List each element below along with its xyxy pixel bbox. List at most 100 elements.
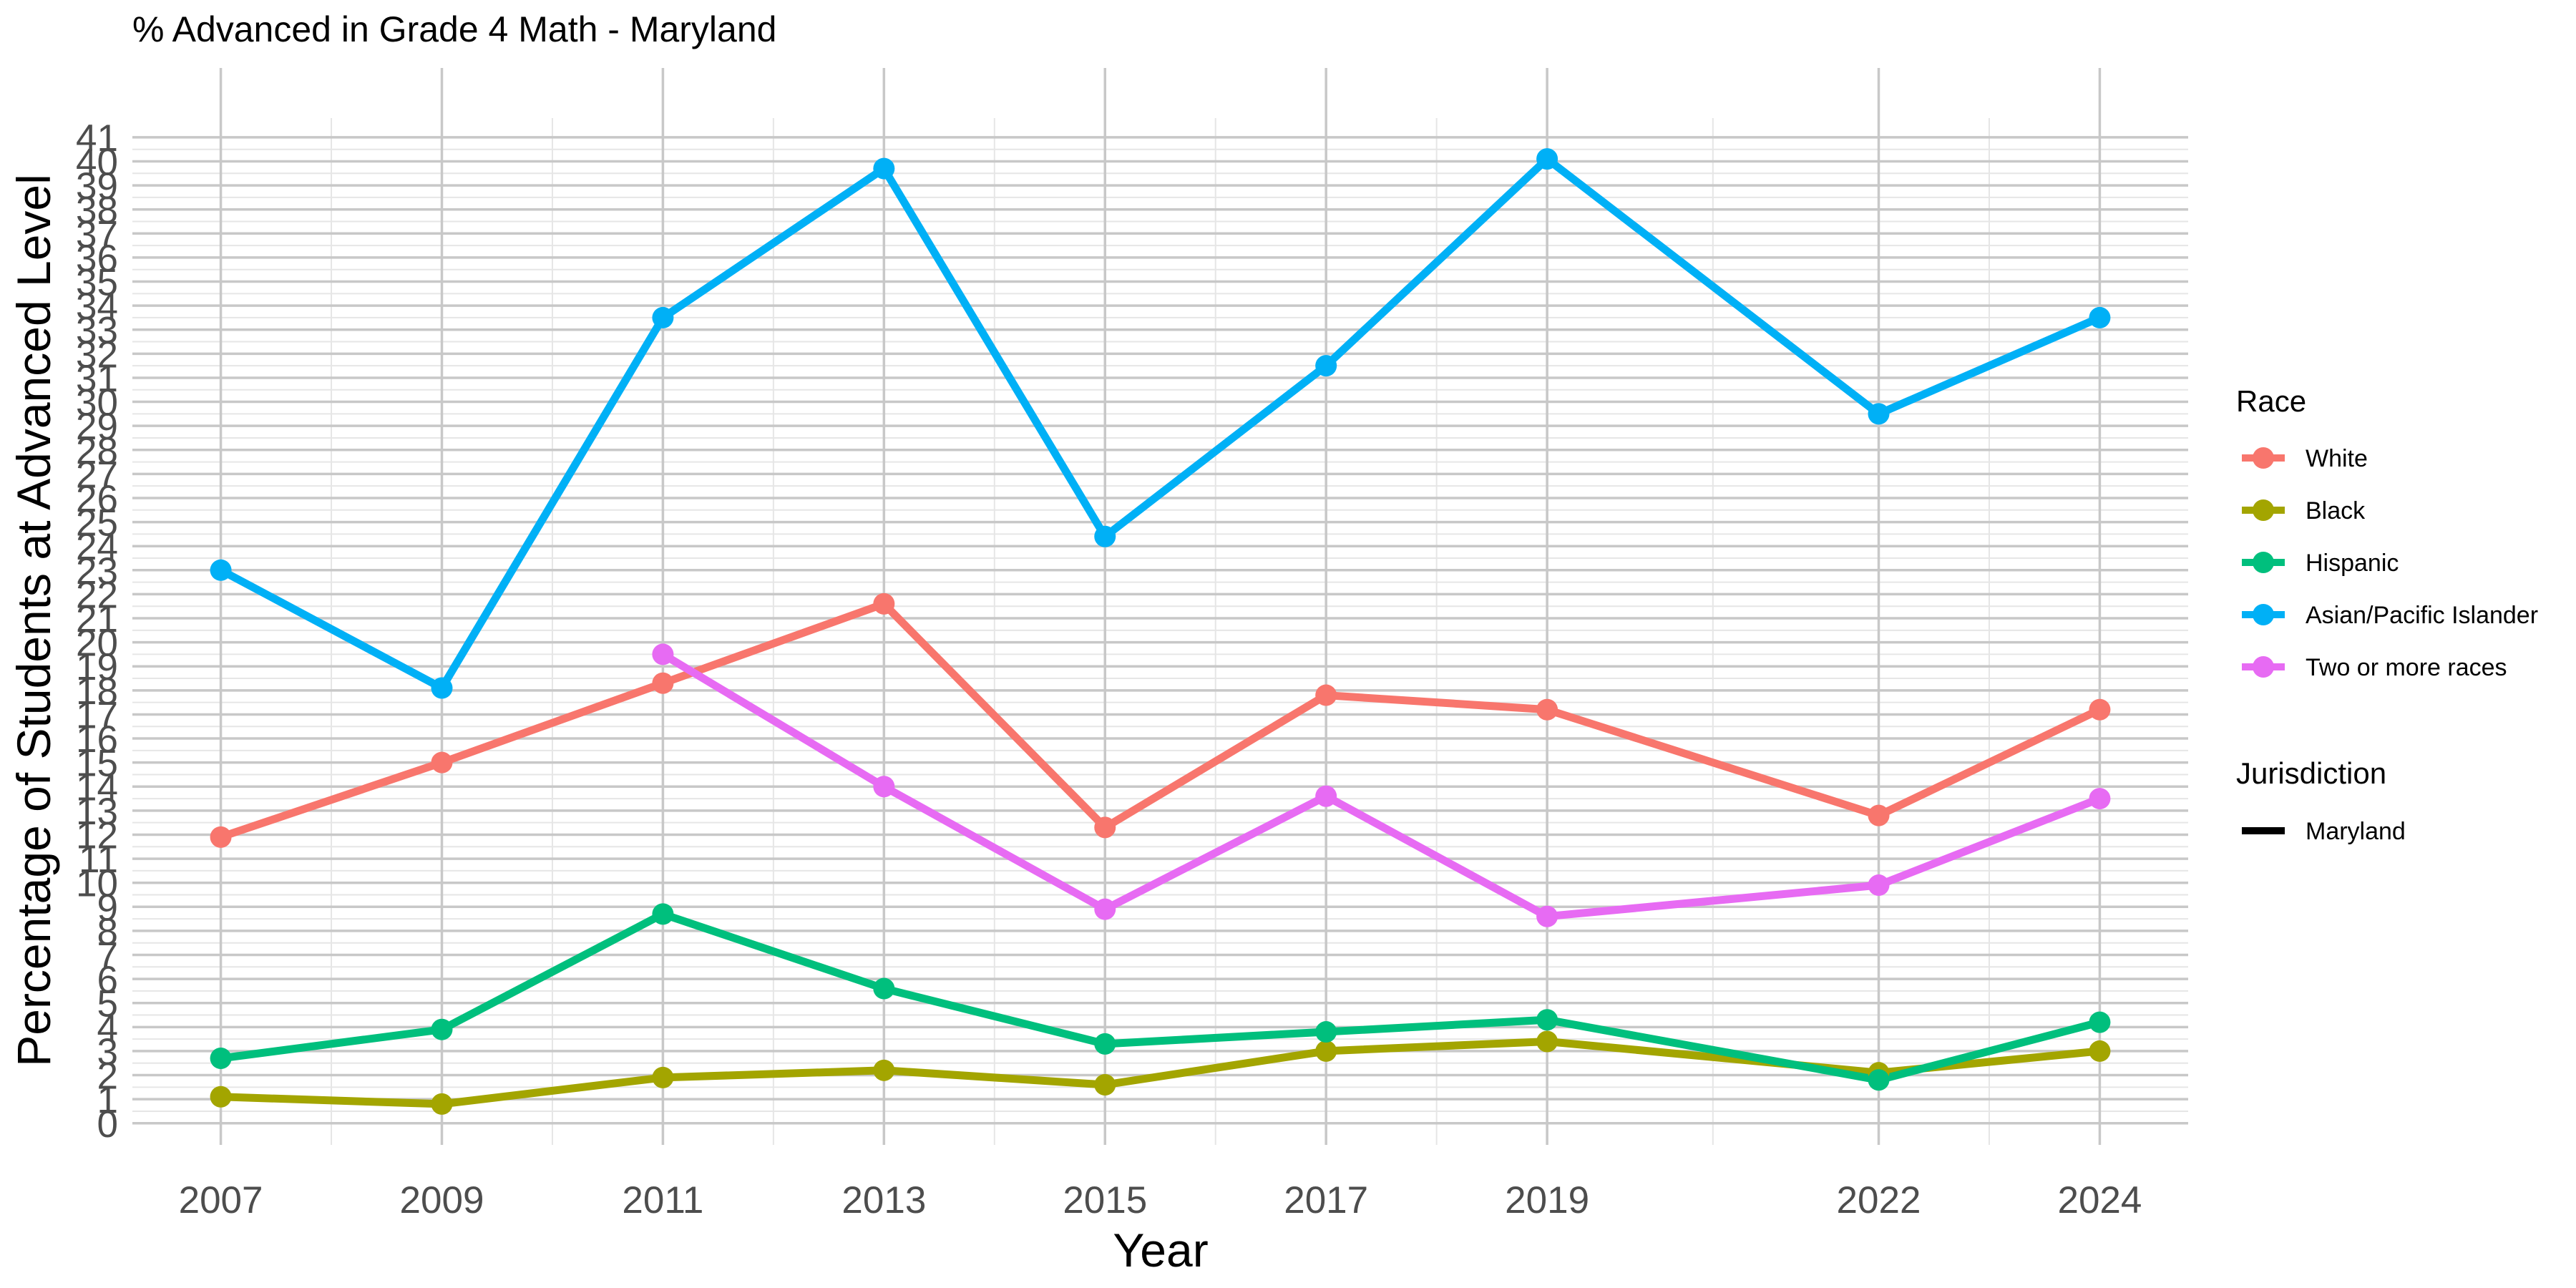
legend-jurisdiction-title: Jurisdiction <box>2236 756 2386 790</box>
data-point-white <box>1094 816 1116 839</box>
data-point-white <box>1536 698 1558 721</box>
x-tick-label: 2007 <box>179 1179 263 1221</box>
x-tick-label: 2022 <box>1837 1179 1921 1221</box>
data-point-black <box>873 1059 895 1081</box>
data-point-white <box>2089 698 2111 721</box>
data-point-white <box>1315 684 1337 706</box>
y-tick-label: 5 <box>97 983 118 1025</box>
data-point-hispanic <box>1868 1069 1890 1091</box>
x-tick-label: 2015 <box>1063 1179 1147 1221</box>
y-tick-label: 36 <box>76 238 118 280</box>
legend-title: Race <box>2236 384 2306 418</box>
series-points <box>210 148 2111 1115</box>
y-tick-label: 7 <box>97 935 118 977</box>
data-point-two-or-more-races <box>1094 898 1116 920</box>
y-tick-label: 34 <box>76 286 118 328</box>
y-tick-label: 31 <box>76 358 118 400</box>
legend-key-point-hispanic <box>2253 552 2274 573</box>
data-point-two-or-more-races <box>873 776 895 798</box>
data-point-asian-pacific-islander <box>1868 403 1890 425</box>
legend-label-maryland: Maryland <box>2306 818 2406 845</box>
x-tick-label: 2024 <box>2057 1179 2142 1221</box>
y-tick-label: 2 <box>97 1055 118 1098</box>
data-point-hispanic <box>873 977 895 1000</box>
y-tick-label: 14 <box>76 766 118 809</box>
data-point-hispanic <box>210 1048 232 1070</box>
data-point-black <box>652 1066 674 1088</box>
data-point-black <box>1536 1030 1558 1053</box>
data-point-white <box>873 592 895 615</box>
legend-key-point-black <box>2253 499 2274 521</box>
legend-label-asian-pacific-islander: Asian/Pacific Islander <box>2306 602 2538 629</box>
y-tick-label: 21 <box>76 598 118 640</box>
y-tick-label: 40 <box>76 141 118 183</box>
y-tick-label: 23 <box>76 550 118 592</box>
legend-label-white: White <box>2306 445 2368 472</box>
y-tick-label: 0 <box>97 1103 118 1146</box>
y-tick-label: 25 <box>76 502 118 545</box>
data-point-white <box>210 826 232 848</box>
data-point-asian-pacific-islander <box>210 559 232 581</box>
legend-label-two-or-more-races: Two or more races <box>2306 654 2507 681</box>
x-tick-label: 2011 <box>622 1179 703 1221</box>
data-point-white <box>1868 804 1890 826</box>
data-point-hispanic <box>431 1018 453 1040</box>
data-point-two-or-more-races <box>652 643 674 665</box>
data-point-black <box>1094 1073 1116 1096</box>
y-tick-label: 11 <box>79 839 118 881</box>
y-tick-label: 6 <box>97 959 118 1001</box>
y-tick-label: 37 <box>76 213 118 255</box>
y-tick-label: 41 <box>76 117 118 160</box>
x-axis-tick-labels: 2007 2009 2011 2013 2015 2017 2019 2022 2024 <box>179 1179 2142 1221</box>
y-tick-label: 28 <box>76 430 118 472</box>
grid-lines <box>132 68 2188 1145</box>
legend-key-point-asian-pacific-islander <box>2253 604 2274 625</box>
y-tick-label: 13 <box>76 791 118 833</box>
y-tick-label: 39 <box>76 165 118 208</box>
data-point-black <box>1315 1040 1337 1062</box>
data-point-hispanic <box>2089 1011 2111 1033</box>
y-tick-label: 12 <box>76 814 118 857</box>
x-axis-title: Year <box>1113 1224 1208 1277</box>
y-tick-label: 4 <box>97 1007 118 1049</box>
data-point-asian-pacific-islander <box>873 157 895 180</box>
legend-jurisdiction-items: Maryland <box>2242 818 2406 845</box>
y-tick-label: 22 <box>76 574 118 616</box>
data-point-white <box>652 672 674 694</box>
legend-label-black: Black <box>2306 497 2366 525</box>
data-point-asian-pacific-islander <box>431 677 453 699</box>
y-tick-label: 17 <box>76 694 118 736</box>
y-tick-label: 38 <box>76 190 118 232</box>
y-axis-title: Percentage of Students at Advanced Level <box>7 174 60 1067</box>
y-tick-label: 33 <box>76 310 118 352</box>
legend-key-point-white <box>2253 447 2274 469</box>
legend-label-hispanic: Hispanic <box>2306 550 2399 577</box>
data-point-white <box>431 751 453 774</box>
legend-race-items: White Black Hispanic Asian/Pacific Islander… <box>2242 445 2538 681</box>
legend-key-point-two-or-more-races <box>2253 656 2274 678</box>
data-point-two-or-more-races <box>1868 874 1890 897</box>
data-point-black <box>2089 1040 2111 1062</box>
x-tick-label: 2009 <box>400 1179 484 1221</box>
y-tick-label: 1 <box>97 1079 118 1121</box>
y-tick-label: 15 <box>76 743 118 785</box>
y-tick-label: 29 <box>76 406 118 448</box>
data-point-hispanic <box>1536 1009 1558 1031</box>
y-tick-label: 3 <box>97 1031 118 1073</box>
y-tick-label: 30 <box>76 382 118 424</box>
data-point-asian-pacific-islander <box>1094 525 1116 547</box>
y-tick-label: 8 <box>97 911 118 953</box>
y-tick-label: 20 <box>76 623 118 665</box>
y-tick-label: 18 <box>76 670 118 713</box>
legend: Race White Black Hispanic Asian/Pacific Isl… <box>2236 384 2538 845</box>
data-point-two-or-more-races <box>1536 905 1558 927</box>
y-tick-label: 35 <box>76 262 118 304</box>
data-point-black <box>210 1085 232 1108</box>
y-tick-label: 10 <box>76 863 118 905</box>
y-tick-label: 27 <box>76 454 118 496</box>
y-tick-label: 26 <box>76 478 118 520</box>
data-point-black <box>431 1093 453 1115</box>
x-tick-label: 2019 <box>1505 1179 1589 1221</box>
